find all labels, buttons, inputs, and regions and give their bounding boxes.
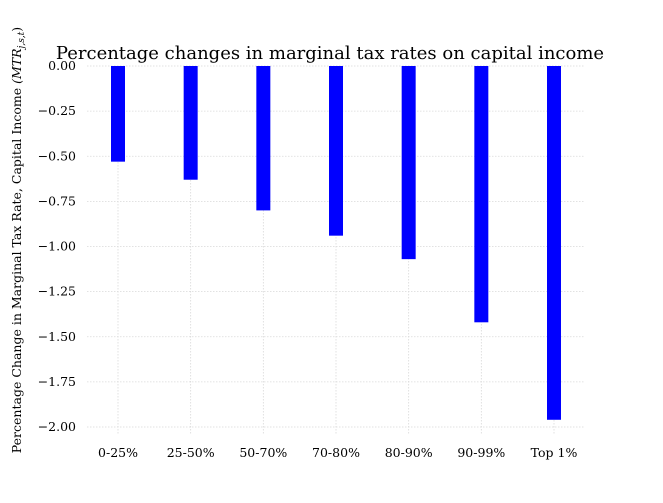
y-axis-label-math-subscript: j,s,t bbox=[17, 31, 27, 50]
bar bbox=[401, 66, 416, 260]
x-tick-label: 25-50% bbox=[167, 445, 215, 460]
y-tick-label: −1.00 bbox=[38, 239, 76, 254]
bars bbox=[111, 66, 561, 420]
y-tick-label: −2.00 bbox=[38, 419, 76, 434]
bar bbox=[329, 66, 343, 236]
y-axis-label-math-close: ) bbox=[9, 27, 24, 32]
x-tick-label: 90-99% bbox=[457, 445, 505, 460]
bar bbox=[111, 66, 125, 162]
x-axis-ticks: 0-25% 25-50% 50-70% 70-80% 80-90% 90-99% Top 1… bbox=[98, 445, 577, 460]
y-tick-label: −0.50 bbox=[38, 148, 76, 163]
y-tick-label: −0.75 bbox=[38, 193, 76, 208]
chart-title: Percentage changes in marginal tax rates… bbox=[56, 43, 604, 64]
x-tick-label: 0-25% bbox=[98, 445, 138, 460]
y-tick-label: −1.50 bbox=[38, 329, 76, 344]
y-axis-ticks: 0.00 −0.25 −0.50 −0.75 −1.00 −1.25 −1.50 −1.75 −… bbox=[38, 58, 76, 434]
y-axis-label: Percentage Change in Marginal Tax Rate, … bbox=[9, 27, 27, 453]
bar bbox=[256, 66, 271, 211]
x-tick-label: Top 1% bbox=[531, 445, 578, 460]
y-tick-label: −1.75 bbox=[38, 374, 76, 389]
bar bbox=[183, 66, 198, 180]
y-axis-label-math: (MTR bbox=[9, 48, 24, 83]
y-axis-label-text: Percentage Change in Marginal Tax Rate, … bbox=[9, 84, 24, 453]
y-tick-label: −1.25 bbox=[38, 284, 76, 299]
bar bbox=[474, 66, 489, 323]
x-tick-label: 80-90% bbox=[385, 445, 433, 460]
x-tick-label: 50-70% bbox=[239, 445, 287, 460]
y-tick-label: −0.25 bbox=[38, 103, 76, 118]
bar bbox=[547, 66, 561, 420]
x-tick-label: 70-80% bbox=[312, 445, 360, 460]
y-tick-label: 0.00 bbox=[48, 58, 76, 73]
